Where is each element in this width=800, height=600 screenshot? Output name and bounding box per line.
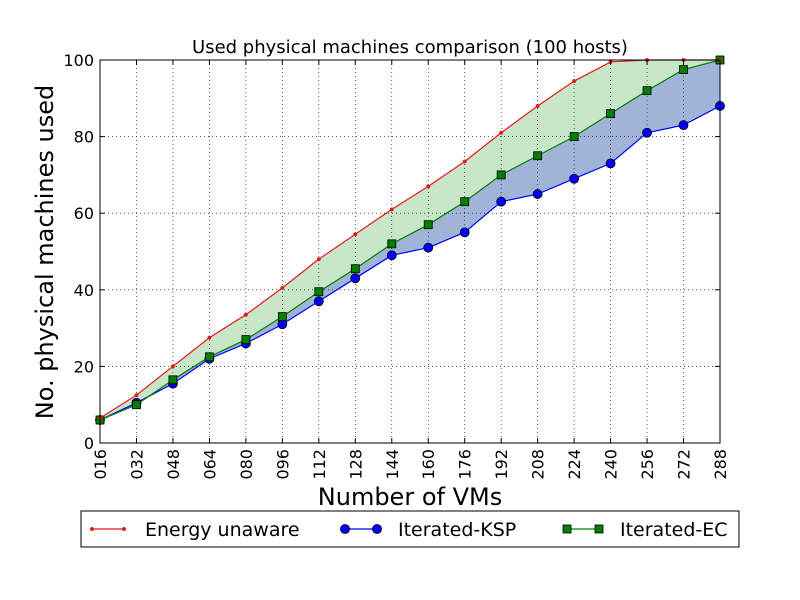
data-point-energy-unaware bbox=[462, 159, 467, 164]
data-point-iterated-ec bbox=[277, 312, 287, 322]
data-point-iterated-ksp bbox=[569, 173, 580, 184]
x-tick-label: 016 bbox=[91, 449, 110, 480]
chart-title: Used physical machines comparison (100 h… bbox=[192, 37, 628, 58]
data-point-iterated-ksp bbox=[678, 120, 689, 131]
y-tick-label: 80 bbox=[74, 128, 94, 147]
legend-label-energy-unaware: Energy unaware bbox=[145, 519, 300, 541]
x-tick-label: 160 bbox=[419, 449, 438, 480]
fills-layer bbox=[100, 60, 720, 421]
data-point-energy-unaware bbox=[316, 257, 321, 262]
y-tick-label: 100 bbox=[63, 51, 94, 70]
y-tick-label: 60 bbox=[74, 204, 94, 223]
data-point-iterated-ec bbox=[387, 239, 397, 249]
data-point-iterated-ksp bbox=[313, 296, 324, 307]
x-tick-label: 272 bbox=[675, 449, 694, 480]
data-point-energy-unaware bbox=[170, 364, 175, 369]
data-point-iterated-ec bbox=[423, 220, 433, 230]
y-tick-label: 0 bbox=[84, 434, 94, 453]
data-point-energy-unaware bbox=[389, 207, 394, 212]
data-point-iterated-ec bbox=[496, 170, 506, 180]
data-point-iterated-ec bbox=[132, 400, 141, 410]
series-line-energy-unaware bbox=[99, 59, 720, 419]
data-point-energy-unaware bbox=[243, 312, 248, 317]
y-tick-layer: 0 20 40 60 80 100 bbox=[63, 51, 720, 453]
legend-marker-iterated-ksp bbox=[372, 524, 382, 534]
data-point-iterated-ec bbox=[606, 109, 615, 119]
data-point-iterated-ec bbox=[205, 352, 214, 362]
data-point-iterated-ksp bbox=[605, 158, 616, 169]
x-tick-label: 064 bbox=[200, 449, 219, 480]
data-point-iterated-ec bbox=[350, 264, 360, 274]
x-tick-label: 192 bbox=[492, 449, 511, 480]
data-point-iterated-ec bbox=[168, 375, 178, 385]
data-point-iterated-ec bbox=[533, 151, 543, 161]
legend-box bbox=[80, 510, 740, 548]
x-tick-label: 176 bbox=[456, 449, 475, 480]
data-point-iterated-ksp bbox=[459, 227, 470, 238]
legend-marker-iterated-ec bbox=[562, 524, 572, 534]
data-point-energy-unaware bbox=[280, 285, 285, 290]
x-tick-label: 096 bbox=[273, 449, 292, 480]
grid-layer bbox=[100, 60, 720, 443]
data-point-iterated-ksp bbox=[532, 189, 543, 199]
data-point-energy-unaware bbox=[499, 130, 504, 135]
data-point-iterated-ksp bbox=[277, 319, 288, 330]
fill-area-0 bbox=[100, 60, 720, 421]
x-tick-label: 032 bbox=[127, 449, 146, 480]
y-tick-label: 20 bbox=[74, 357, 94, 376]
data-point-iterated-ec bbox=[569, 132, 579, 142]
legend-label-iterated-ksp: Iterated-KSP bbox=[398, 519, 516, 541]
data-point-iterated-ec bbox=[314, 287, 324, 297]
x-axis-label: Number of VMs bbox=[318, 483, 502, 511]
x-tick-label: 224 bbox=[565, 449, 584, 480]
data-point-iterated-ksp bbox=[496, 196, 507, 207]
data-point-energy-unaware bbox=[353, 232, 358, 237]
x-tick-label: 080 bbox=[237, 449, 256, 480]
series-line-iterated-ksp bbox=[99, 105, 721, 421]
x-tick-label: 256 bbox=[638, 449, 657, 480]
legend-marker-energy-unaware bbox=[89, 526, 95, 532]
data-point-iterated-ksp bbox=[423, 242, 434, 253]
fill-area-1 bbox=[100, 60, 720, 421]
plot-frame bbox=[99, 59, 721, 444]
x-tick-label: 112 bbox=[310, 449, 329, 480]
legend-marker-iterated-ec bbox=[594, 524, 604, 534]
data-point-energy-unaware bbox=[134, 393, 139, 398]
x-tick-label: 128 bbox=[346, 449, 365, 480]
data-point-iterated-ec bbox=[241, 335, 251, 344]
data-point-iterated-ksp bbox=[642, 127, 652, 138]
legend-items: Energy unaware Iterated-KSP Iterated-EC bbox=[89, 519, 728, 541]
legend-label-iterated-ec: Iterated-EC bbox=[620, 519, 728, 541]
data-point-energy-unaware bbox=[535, 103, 540, 109]
series-layer bbox=[95, 55, 725, 425]
x-tick-label: 144 bbox=[383, 449, 402, 480]
legend: Energy unaware Iterated-KSP Iterated-EC bbox=[80, 510, 740, 548]
y-axis-label: No. physical machines used bbox=[31, 85, 59, 419]
series-line-iterated-ec bbox=[99, 59, 721, 421]
data-point-energy-unaware bbox=[426, 184, 431, 189]
legend-marker-energy-unaware bbox=[121, 526, 127, 532]
x-tick-label: 048 bbox=[164, 449, 183, 480]
data-point-iterated-ec bbox=[642, 86, 652, 96]
y-tick-label: 40 bbox=[74, 281, 94, 300]
x-tick-layer: 016 032 048 064 080 096 112 128 144 160 176 192 208 2… bbox=[91, 60, 730, 480]
x-tick-label: 240 bbox=[602, 449, 621, 480]
x-tick-label: 208 bbox=[529, 449, 548, 480]
data-point-iterated-ec bbox=[679, 65, 688, 74]
legend-marker-iterated-ksp bbox=[340, 524, 350, 534]
x-tick-label: 288 bbox=[711, 449, 730, 480]
data-point-iterated-ksp bbox=[386, 250, 397, 261]
data-point-energy-unaware bbox=[572, 79, 577, 84]
data-point-energy-unaware bbox=[207, 335, 212, 340]
data-point-iterated-ksp bbox=[350, 273, 361, 284]
data-point-iterated-ec bbox=[460, 197, 470, 207]
